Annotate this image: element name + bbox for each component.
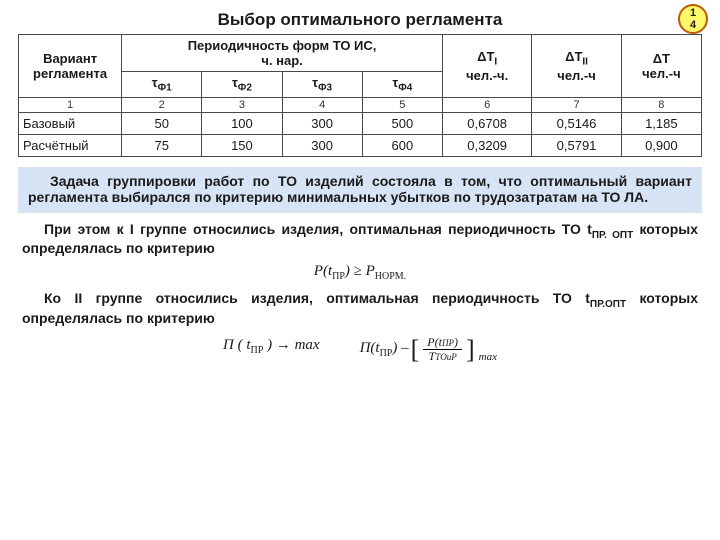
row-name: Расчётный [19, 134, 122, 156]
colnum-7: 7 [532, 97, 621, 112]
paragraph-group2: Ко II группе относились изделия, оптимал… [18, 290, 702, 326]
badge-top: 1 [690, 7, 696, 19]
colnum-6: 6 [442, 97, 531, 112]
panel-text: Задача группировки работ по ТО изделий с… [28, 173, 692, 205]
formula-2a: П ( tПР ) → max [223, 336, 320, 363]
paragraph-group1: При этом к I группе относились изделия, … [18, 221, 702, 257]
highlight-panel: Задача группировки работ по ТО изделий с… [18, 167, 702, 213]
table-row: Расчётный 75 150 300 600 0,3209 0,5791 0… [19, 134, 702, 156]
th-variant: Вариант регламента [19, 35, 122, 98]
colnum-1: 1 [19, 97, 122, 112]
th-tau1: τФ1 [122, 72, 202, 98]
colnum-2: 2 [122, 97, 202, 112]
th-tau4: τФ4 [362, 72, 442, 98]
th-tau3: τФ3 [282, 72, 362, 98]
page-title: Выбор оптимального регламента [18, 10, 702, 30]
colnum-4: 4 [282, 97, 362, 112]
formula-1: P(tПР) ≥ PНОРМ. [18, 262, 702, 282]
colnum-8: 8 [621, 97, 701, 112]
th-dT2: ΔTIIчел.-ч [532, 35, 621, 98]
colnum-5: 5 [362, 97, 442, 112]
slide-number-badge: 1 4 [678, 4, 708, 34]
colnum-3: 3 [202, 97, 282, 112]
th-dT: ΔTчел.-ч [621, 35, 701, 98]
th-tau2: τФ2 [202, 72, 282, 98]
table-row: Базовый 50 100 300 500 0,6708 0,5146 1,1… [19, 112, 702, 134]
schedule-table: Вариант регламента Периодичность форм ТО… [18, 34, 702, 157]
badge-bottom: 4 [690, 19, 696, 31]
th-dT1: ΔTIчел.-ч. [442, 35, 531, 98]
row-name: Базовый [19, 112, 122, 134]
formula-2b: П(tПР) – [ P(tПР) TТОиР ] max [360, 336, 497, 363]
th-period: Периодичность форм ТО ИС, ч. нар. [122, 35, 443, 72]
